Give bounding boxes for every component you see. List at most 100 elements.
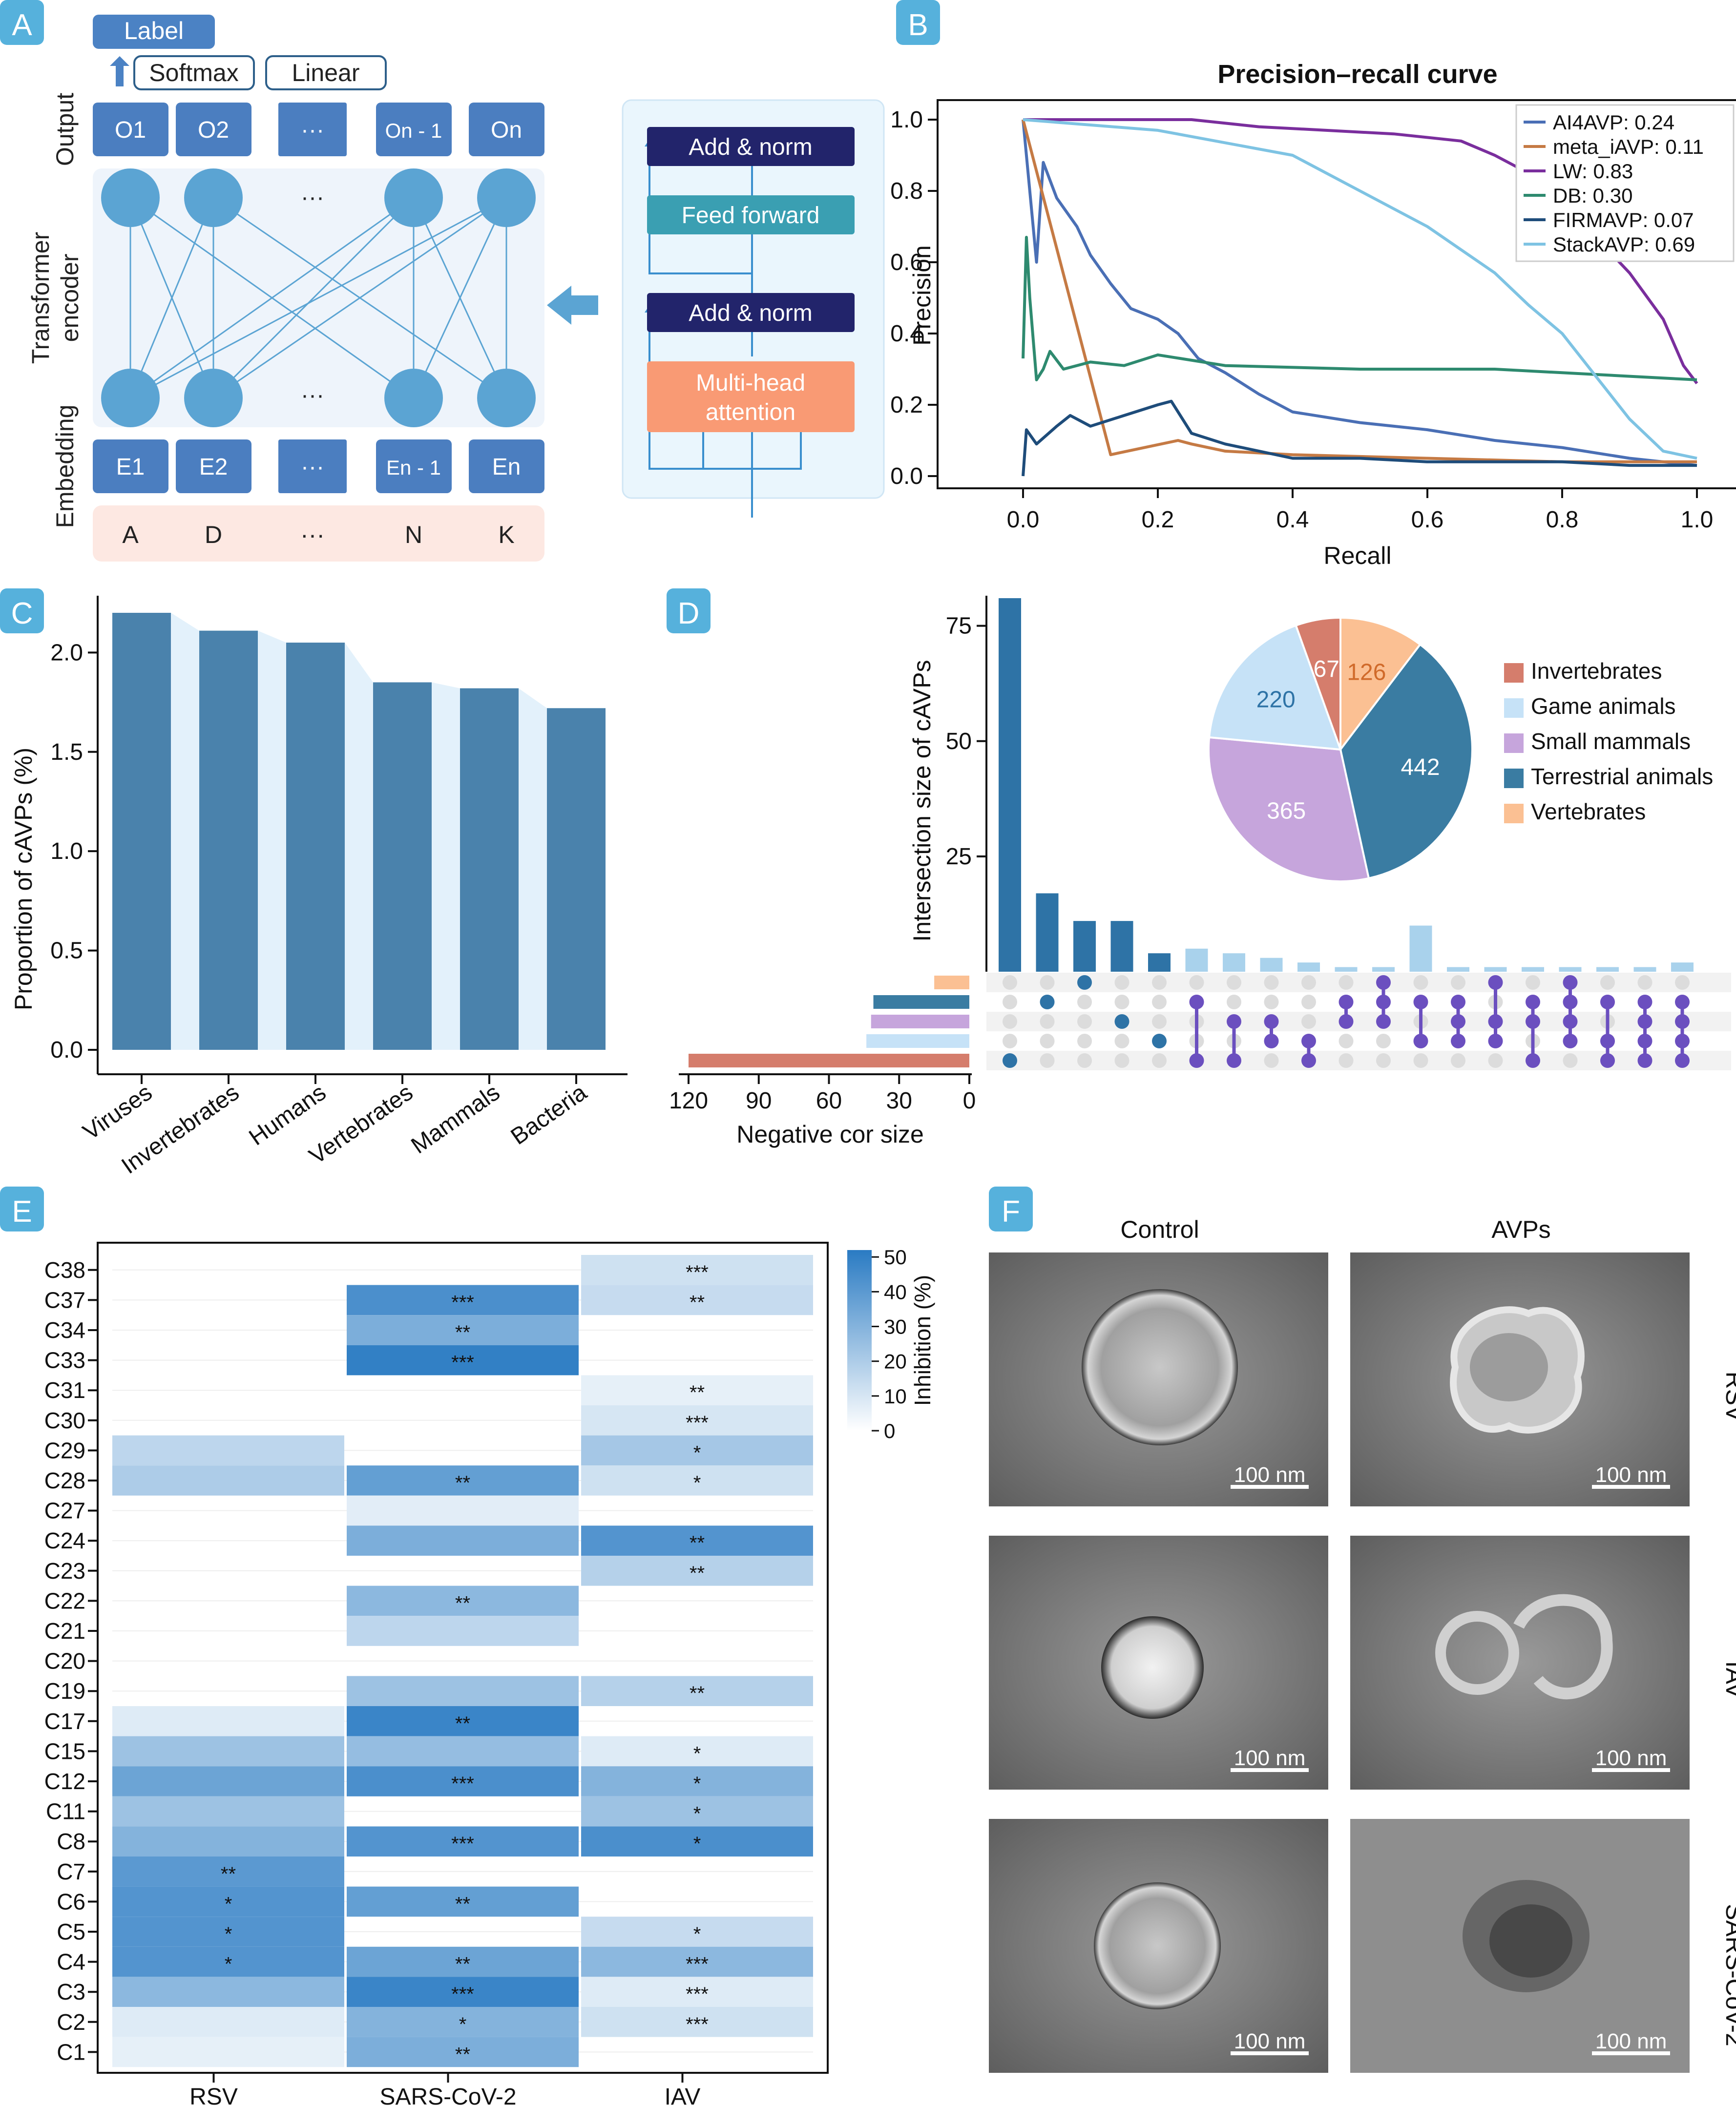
e-row-label: C11 — [46, 1799, 85, 1824]
scale-bar-label: 100 nm — [1595, 2029, 1667, 2053]
node — [477, 369, 536, 427]
c-ylabel: Proportion of cAVPs (%) — [10, 748, 37, 1010]
softmax-box — [133, 55, 255, 90]
e-row-label: C24 — [44, 1528, 85, 1553]
e-cell — [347, 1345, 579, 1376]
feed-forward-text: Feed forward — [682, 203, 820, 229]
d-matrix-dot — [1264, 995, 1279, 1009]
e-col-labels: RSV SARS-CoV-2 IAV — [189, 2073, 700, 2107]
d-intersection-bar — [1447, 967, 1469, 972]
d-matrix-dot — [1003, 975, 1017, 990]
label-box — [93, 15, 215, 49]
e-cbar-tick-label: 30 — [884, 1315, 907, 1338]
e-significance: *** — [451, 1833, 474, 1855]
c-xtick-label: Bacteria — [506, 1079, 592, 1150]
d-matrix-dot — [1077, 995, 1092, 1009]
e-significance: ** — [455, 1322, 470, 1343]
d-pie-legend-swatch — [1504, 769, 1524, 788]
d-set-bar — [873, 995, 969, 1009]
panel-label-c: C — [0, 588, 44, 633]
e-significance: ** — [690, 1292, 705, 1313]
node — [184, 168, 243, 227]
e-cell — [581, 1405, 813, 1436]
attention-lines — [129, 197, 507, 399]
svg-text:F: F — [1002, 1195, 1020, 1229]
e-row-label: C5 — [57, 1919, 85, 1944]
e-row-label: C19 — [44, 1678, 85, 1704]
c-bar — [112, 613, 171, 1050]
e-row-labels: C38 C37 C34 C33 C31 C30 C29 C28 C27 C24 C23 C22 C21 C… — [44, 1257, 98, 2065]
e-significance: * — [459, 2014, 467, 2035]
d-matrix-dot — [1600, 975, 1615, 990]
d-pie-slice — [1339, 616, 1422, 752]
f-col-header-control: Control — [1120, 1216, 1199, 1243]
output-token: O2 — [198, 117, 229, 143]
e-cell — [112, 1826, 344, 1857]
d-set-bar — [689, 1054, 969, 1067]
panel-label-f: F — [989, 1187, 1033, 1231]
e-significance: *** — [686, 1954, 709, 1975]
e-cell — [581, 1736, 813, 1767]
micrograph-rsv-avps: 100 nm — [1350, 1252, 1690, 1506]
pr-legend-label: FIRMAVP: 0.07 — [1553, 209, 1694, 231]
attention-text-1: Multi-head — [696, 370, 805, 396]
e-cell — [581, 1826, 813, 1857]
sequence-box — [93, 505, 544, 562]
add-norm-bottom-text: Add & norm — [689, 300, 812, 326]
d-matrix-dot — [1114, 1014, 1129, 1029]
d-matrix-dot — [1152, 1034, 1167, 1048]
f-col-header-avps: AVPs — [1491, 1216, 1550, 1243]
e-significance: ** — [455, 1893, 470, 1915]
d-matrix-dot — [1003, 1053, 1017, 1068]
pr-xtick-label: 0.0 — [1007, 507, 1040, 533]
pr-xlabel: Recall — [1324, 542, 1392, 569]
d-matrix-dot — [1227, 995, 1241, 1009]
d-matrix-dot — [1077, 1034, 1092, 1048]
d-pie-legend-swatch — [1504, 698, 1524, 718]
e-significance: *** — [686, 1412, 709, 1434]
c-xtick-label: Mammals — [407, 1080, 505, 1159]
output-token: On — [491, 117, 522, 143]
d-intersection-bar — [1559, 967, 1582, 972]
pr-ytick-label: 0.4 — [890, 321, 923, 347]
pr-series-line — [1022, 119, 1697, 467]
e-cbar-tick-label: 50 — [884, 1246, 907, 1269]
e-row-label: C2 — [57, 2009, 85, 2035]
e-cell — [581, 1525, 813, 1556]
pr-legend-label: LW: 0.83 — [1553, 160, 1633, 183]
c-ytick-label: 1.0 — [50, 838, 83, 864]
d-set-bars: 120 90 60 30 0 — [669, 976, 976, 1114]
e-cell — [112, 2037, 344, 2067]
e-significance: *** — [451, 1292, 474, 1313]
e-significance: ** — [690, 1382, 705, 1403]
output-token: On - 1 — [385, 119, 442, 142]
d-set-bar — [866, 1034, 969, 1048]
d-intersection-bar — [1223, 953, 1245, 972]
e-colorbar-label: Inhibition (%) — [910, 1275, 935, 1406]
d-pie-legend-swatch — [1504, 733, 1524, 753]
pr-xtick-label: 0.4 — [1276, 507, 1309, 533]
panel-b: Precision–recall curve 0.0 0.2 0.4 0.6 0.8 1.… — [890, 60, 1736, 569]
scale-bar-label: 100 nm — [1234, 1746, 1306, 1770]
pr-series-line — [1023, 118, 1698, 385]
e-cell — [347, 1946, 579, 1977]
d-matrix-stripe — [986, 1051, 1731, 1070]
d-intersection-bar — [1409, 925, 1432, 972]
e-row-label: C31 — [44, 1377, 85, 1403]
e-cell — [581, 1375, 813, 1405]
e-cell — [347, 1977, 579, 2007]
e-col-label: RSV — [189, 2084, 238, 2107]
pr-series-line — [1022, 235, 1697, 381]
node — [384, 168, 443, 227]
embedding-token: En - 1 — [386, 456, 441, 479]
node — [101, 369, 160, 427]
e-cell — [347, 1585, 579, 1616]
e-significance: ** — [690, 1683, 705, 1704]
d-intersection-bar — [1335, 967, 1358, 972]
e-colorbar — [847, 1250, 872, 1431]
e-cell — [581, 1796, 813, 1827]
pr-xtick-label: 0.6 — [1411, 507, 1444, 533]
d-matrix-dot — [1077, 1053, 1092, 1068]
d-intersection-bar — [1633, 967, 1656, 972]
